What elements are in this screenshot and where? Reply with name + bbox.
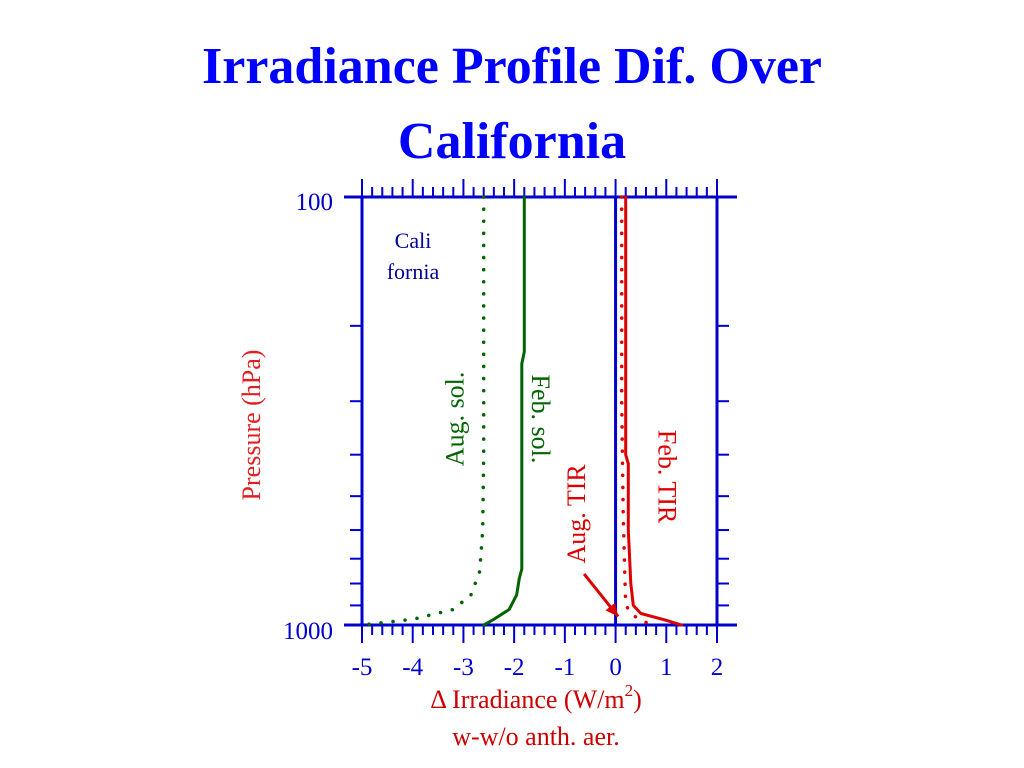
- x-tick-label: -4: [402, 654, 423, 681]
- series-line: [482, 195, 526, 627]
- x-axis-label-line2: w-w/o anth. aer.: [452, 722, 620, 751]
- arrow-head: [605, 602, 619, 617]
- y-tick-label-top: 100: [296, 189, 334, 216]
- series-line: [360, 195, 486, 627]
- x-tick-label: -5: [352, 654, 373, 681]
- region-label-line2: fornia: [387, 259, 440, 284]
- series-line: [624, 195, 683, 627]
- plot-border: [360, 195, 719, 627]
- x-tick-label: -1: [554, 654, 575, 681]
- labels-group: Feb. sol. Aug. sol. Feb. TIR Aug. TIR: [440, 372, 682, 618]
- x-axis-label-line1: Δ Irradiance (W/m2): [430, 681, 641, 714]
- series-annotation: Aug. TIR: [562, 464, 591, 564]
- y-tick-label-bottom: 1000: [283, 618, 333, 645]
- region-label-line1: Cali: [395, 228, 432, 253]
- series-annotation: Aug. sol.: [440, 372, 469, 467]
- x-tick-label: 0: [609, 654, 622, 681]
- slide-title-line2: California: [398, 113, 626, 170]
- axis-ticks: -5 -4 -3 -2 -1 0 1 2 100 1000: [283, 179, 729, 681]
- x-tick-label: 2: [711, 654, 724, 681]
- slide-title-line1: Irradiance Profile Dif. Over: [202, 38, 822, 95]
- x-axis-label-main: Δ Irradiance (W/m: [430, 685, 624, 714]
- plot-frame: [344, 195, 737, 627]
- y-axis-label: Pressure (hPa): [237, 350, 266, 501]
- series-annotation: Feb. sol.: [526, 374, 555, 463]
- series-group: [360, 195, 683, 627]
- x-tick-label: -3: [453, 654, 474, 681]
- x-tick-label: 1: [660, 654, 673, 681]
- x-tick-label: -2: [504, 654, 525, 681]
- x-axis-label-sup: 2: [625, 681, 634, 700]
- x-axis-label-close: ): [633, 685, 642, 714]
- series-annotation: Feb. TIR: [653, 430, 682, 524]
